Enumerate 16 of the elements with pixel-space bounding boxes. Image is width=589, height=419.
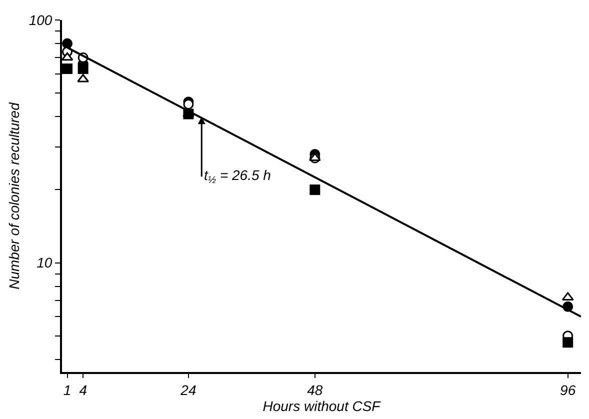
x-tick-label: 48 xyxy=(307,382,323,398)
point xyxy=(562,337,574,348)
x-axis-title: Hours without CSF xyxy=(262,398,382,414)
y-tick-label: 100 xyxy=(28,12,52,28)
x-tick-label: 96 xyxy=(560,382,576,398)
annotation: t$_{½}$ = 26.5 h xyxy=(204,167,272,186)
y-axis-title: Number of colonies recultured xyxy=(6,101,22,290)
point xyxy=(310,184,320,195)
point xyxy=(62,52,74,61)
point xyxy=(78,63,88,74)
x-tick-label: 4 xyxy=(79,382,88,398)
y-tick-label: 10 xyxy=(36,254,52,271)
x-tick-label: 1 xyxy=(63,382,72,398)
point xyxy=(62,38,73,49)
x-tick-label: 24 xyxy=(180,382,196,398)
point xyxy=(62,63,73,74)
